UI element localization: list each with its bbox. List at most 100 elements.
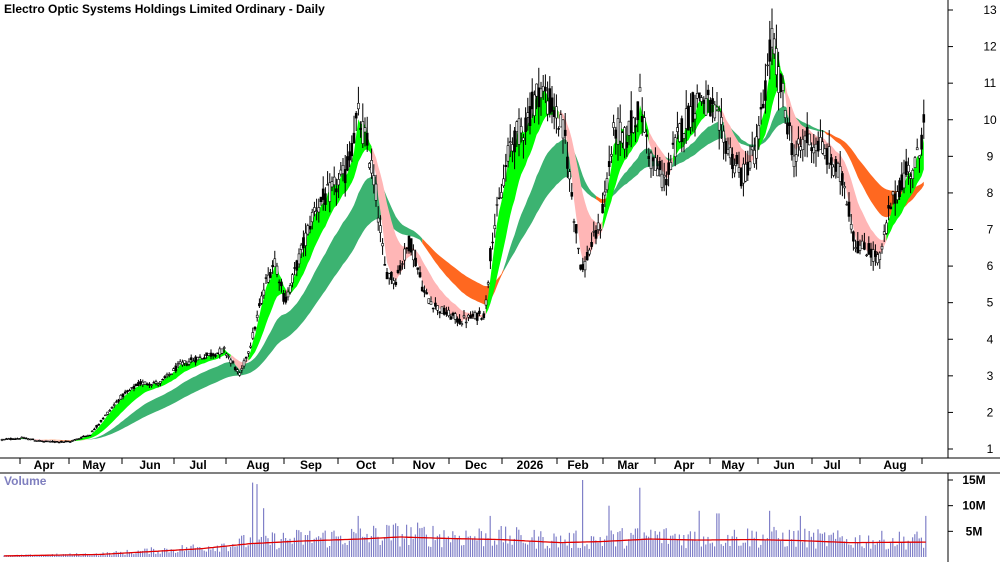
price-bar [746, 150, 750, 181]
volume-bars [3, 480, 927, 557]
price-bar [506, 137, 510, 168]
price-bar [101, 416, 105, 420]
price-bar [625, 125, 629, 157]
price-bar [2, 438, 6, 441]
price-bar [68, 440, 72, 443]
price-bar [286, 287, 290, 301]
price-bar [416, 267, 420, 275]
price-tick-label: 5 [987, 296, 994, 310]
price-bar [260, 291, 263, 306]
price-bar [561, 119, 565, 154]
month-label: May [721, 458, 745, 472]
price-bar [370, 148, 373, 179]
price-bar [504, 153, 508, 182]
price-bar [486, 280, 490, 289]
price-tick-label: 7 [987, 223, 994, 237]
price-bar [238, 371, 241, 377]
price-bar [176, 361, 180, 369]
time-axis: Apr May Jun Jul Aug Sep Oct Nov Dec 2026 Feb Mar Apr… [19, 458, 923, 472]
price-bar [106, 411, 109, 416]
short-term-ribbon-bear [230, 354, 249, 370]
price-bar [711, 87, 714, 123]
volume-average-line [4, 536, 926, 557]
price-bar [570, 183, 574, 200]
price-bar [475, 312, 479, 325]
price-bar [863, 232, 866, 251]
price-bar [55, 441, 59, 443]
price-bar [878, 251, 882, 269]
price-bar [24, 437, 28, 440]
price-bar [852, 230, 855, 251]
price-bar [110, 406, 114, 409]
price-bar [781, 75, 785, 108]
price-tick-label: 3 [987, 369, 994, 383]
price-bar [709, 97, 712, 117]
price-bar [720, 98, 723, 139]
price-bar [493, 213, 497, 238]
price-bar [482, 311, 486, 320]
price-bar [324, 187, 327, 211]
price-bar [335, 178, 338, 206]
price-bar [610, 146, 613, 164]
price-bar [143, 381, 147, 385]
price-bar [794, 140, 798, 177]
price-bar [249, 342, 252, 349]
short-term-ribbon-bull [886, 137, 924, 241]
price-bar [84, 435, 87, 438]
price-bar [874, 244, 877, 266]
price-bar [618, 104, 622, 156]
price-bar [354, 111, 358, 131]
price-bar [128, 388, 131, 392]
price-bar [907, 157, 910, 185]
price-bar [31, 438, 35, 441]
volume-tick-label: 10M [962, 499, 985, 513]
price-bar [275, 262, 279, 278]
price-bar [596, 213, 600, 234]
price-bar [46, 440, 50, 443]
price-bar [383, 256, 387, 266]
price-bar [682, 133, 686, 153]
price-bar [273, 250, 277, 268]
price-bar [317, 198, 321, 223]
price-bar [728, 137, 732, 165]
price-bar [748, 145, 752, 171]
price-bar [544, 74, 547, 104]
price-bar [247, 351, 250, 357]
price-bar [790, 125, 794, 161]
price-bar [797, 126, 800, 157]
price-tick-label: 9 [987, 149, 994, 163]
price-bar [583, 256, 587, 278]
price-bar [222, 345, 226, 353]
price-bar [66, 440, 70, 443]
price-bar [429, 296, 433, 305]
price-bar [830, 153, 833, 179]
price-bar [821, 130, 824, 155]
price-bar [183, 360, 186, 366]
price-bar [251, 327, 255, 341]
price-bar [258, 298, 261, 308]
price-bar [242, 358, 246, 369]
price-bar [607, 145, 611, 177]
price-bar [750, 131, 754, 157]
price-bar [244, 356, 248, 362]
price-bar [381, 238, 384, 255]
price-bar [638, 73, 642, 92]
price-bar [827, 130, 831, 169]
price-bar [497, 187, 501, 200]
price-bar [768, 20, 772, 80]
price-bar [361, 103, 365, 148]
month-label: May [82, 458, 106, 472]
price-bar [605, 172, 609, 193]
price-bar [673, 134, 677, 167]
month-label: Nov [413, 458, 436, 472]
price-bar [808, 133, 811, 146]
price-bar [539, 81, 543, 116]
price-bar [566, 141, 569, 179]
volume-panel-label: Volume [4, 474, 47, 488]
price-bar [440, 306, 444, 314]
price-bar [121, 393, 125, 400]
price-bar [772, 33, 776, 59]
price-bar [93, 427, 96, 431]
price-bar [185, 360, 189, 367]
